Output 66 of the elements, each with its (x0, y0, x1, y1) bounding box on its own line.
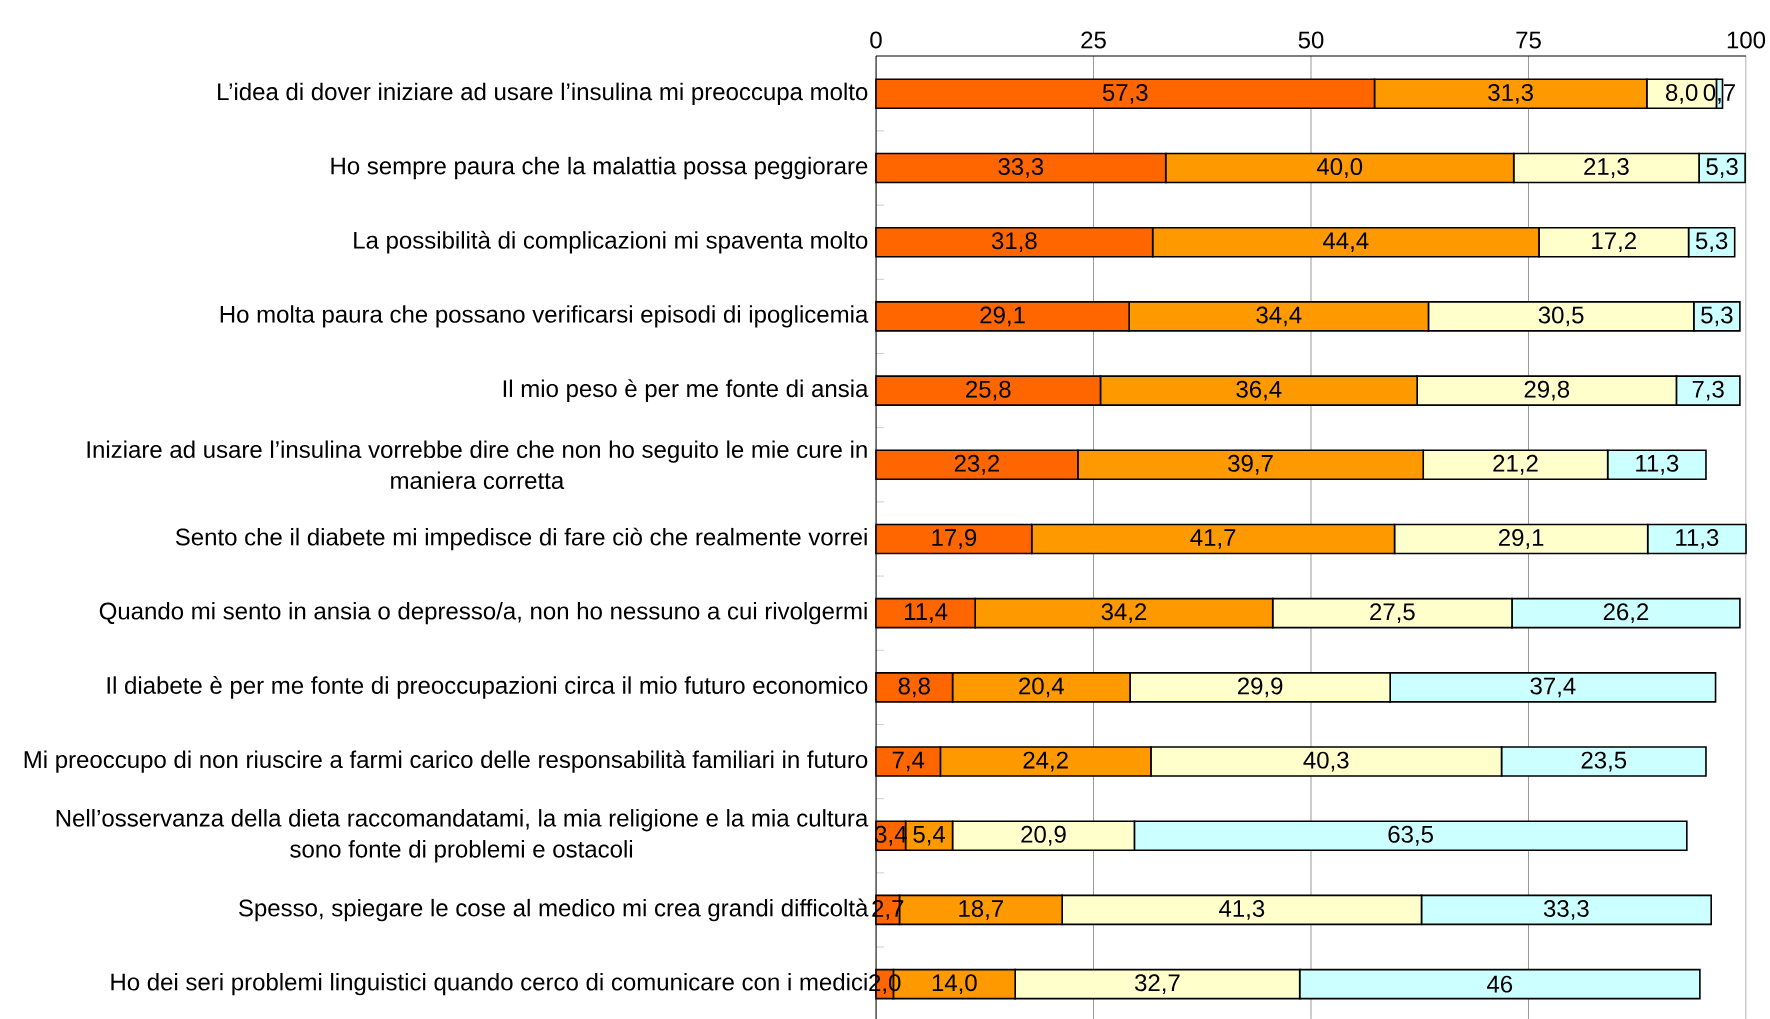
data-label: 29,9 (1237, 677, 1283, 698)
data-label: 40,3 (1303, 751, 1349, 772)
data-label: 23,5 (1581, 751, 1627, 772)
data-label: 36,4 (1236, 380, 1282, 401)
data-label: 27,5 (1370, 603, 1415, 624)
data-label: 32,7 (1135, 974, 1180, 995)
y-tick-label: Spesso, spiegare le cose al medico mi crea grandi difficoltà (239, 898, 869, 922)
data-label: 25,8 (966, 380, 1011, 401)
data-label: 33,3 (1543, 900, 1589, 920)
data-label: 5,3 (1695, 232, 1728, 253)
data-label: 57,3 (1102, 83, 1148, 104)
data-label: 24,2 (1023, 751, 1068, 772)
x-tick-label: 25 (1081, 31, 1106, 49)
data-label: 34,2 (1101, 603, 1147, 624)
data-label: 8,8 (898, 677, 930, 698)
data-label: 18,7 (959, 900, 1003, 920)
data-label: 21,3 (1584, 158, 1629, 178)
x-tick-label: 75 (1516, 31, 1541, 49)
y-tick-label: Nell’osservanza della dieta raccomandatami, la mia religione e la mia cultura sono fonte di problemi e ostacoli (56, 809, 869, 863)
y-tick-label: Sento che il diabete mi impedisce di fare ciò che realmente vorrei (175, 527, 867, 551)
data-label: 11,4 (904, 603, 948, 623)
data-label: 46 (1487, 975, 1513, 993)
y-tick-label: Iniziare ad usare l’insulina vorrebbe dire che non ho seguito le mie cure in maniera corretta (87, 440, 867, 490)
data-label: 34,4 (1256, 306, 1302, 327)
y-tick-label: Mi preoccupo di non riuscire a farmi carico delle responsabilità familiari in futuro (24, 750, 868, 773)
data-label: 44,4 (1323, 232, 1369, 252)
data-label: 31,3 (1488, 83, 1533, 104)
y-tick-label: Ho molta paura che possano verificarsi episodi di ipoglicemia (220, 305, 869, 328)
y-tick-label: La possibilità di complicazioni mi spaventa molto (354, 230, 868, 254)
data-label: 31,8 (991, 232, 1037, 253)
data-label: 63,5 (1388, 825, 1433, 846)
data-label: 33,3 (998, 158, 1044, 178)
data-label: 5,3 (1701, 306, 1733, 327)
y-tick-label: Il mio peso è per me fonte di ansia (503, 379, 869, 402)
y-tick-label: Quando mi sento in ansia o depresso/a, non ho nessuno a cui rivolgermi (99, 601, 867, 625)
data-label: 8,0 (1665, 83, 1698, 104)
data-label: 20,4 (1019, 677, 1064, 698)
data-label: 17,9 (932, 529, 977, 549)
x-tick-label: 100 (1727, 31, 1766, 49)
data-label: 29,8 (1524, 380, 1570, 401)
y-tick-label: Ho sempre paura che la malattia possa peggiorare (331, 156, 868, 180)
data-label: 29,1 (980, 306, 1025, 327)
data-label: 41,7 (1190, 529, 1236, 549)
data-label: 14,0 (932, 974, 977, 995)
data-label: 26,2 (1603, 603, 1649, 624)
x-tick-label: 0 (870, 31, 882, 49)
data-label: 23,2 (954, 454, 1000, 475)
data-label: 29,1 (1498, 529, 1544, 549)
data-label: 41,3 (1219, 900, 1265, 920)
data-label: 20,9 (1021, 825, 1066, 846)
data-label: 39,7 (1228, 454, 1273, 475)
y-tick-label: Il diabete è per me fonte di preoccupazioni circa il mio futuro economico (107, 676, 868, 699)
data-label: 5,4 (913, 825, 946, 846)
data-label: 37,4 (1530, 677, 1576, 698)
data-label: 7,3 (1692, 380, 1724, 401)
data-label: 7,4 (892, 751, 925, 772)
data-label: 11,3 (1676, 529, 1719, 549)
y-tick-label: L’idea di dover iniziare ad usare l’insulina mi preoccupa molto (218, 82, 868, 106)
data-label: 21,2 (1493, 454, 1538, 475)
data-label: 40,0 (1316, 158, 1363, 178)
y-tick-label: Ho dei seri problemi linguistici quando cerco di comunicare con i medici (111, 972, 867, 996)
data-label: 5,3 (1706, 158, 1738, 178)
x-tick-label: 50 (1298, 31, 1324, 49)
data-label: 30,5 (1538, 306, 1584, 327)
data-label: 11,3 (1636, 454, 1679, 475)
data-label: 17,2 (1592, 232, 1636, 253)
